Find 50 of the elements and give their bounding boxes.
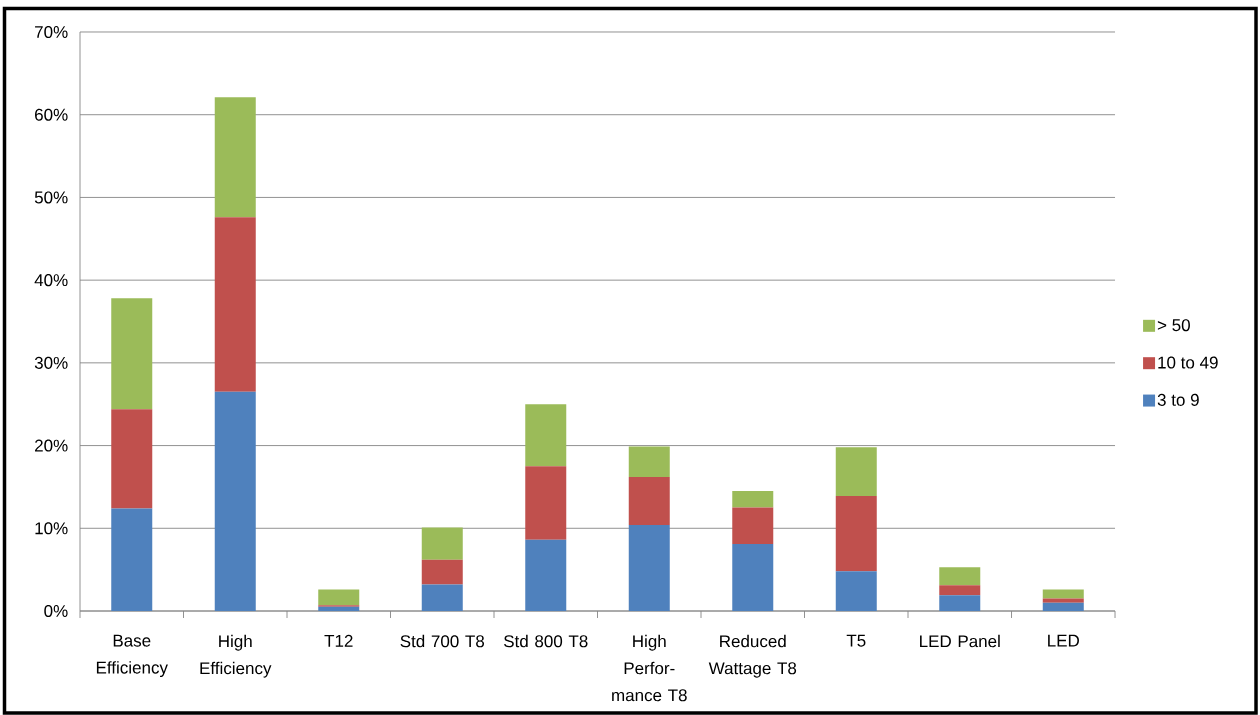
bar: [214, 217, 256, 392]
y-tick-label: 70%: [35, 25, 68, 39]
x-tick-label: T12: [324, 634, 353, 647]
bar: [111, 409, 153, 509]
bar: [835, 496, 877, 572]
x-tick-label: High Perfor-mance T8: [612, 634, 687, 702]
y-tick-label: 10%: [35, 522, 68, 535]
y-tick-label: 0%: [44, 604, 68, 618]
bar: [318, 606, 360, 611]
bar: [214, 97, 256, 218]
bar: [732, 491, 774, 508]
legend-label: 10 to 49: [1158, 356, 1218, 369]
bar: [835, 447, 877, 497]
x-tick-label: Std 700 T8: [400, 634, 485, 648]
y-tick-label: 50%: [34, 191, 68, 204]
bar: [835, 571, 877, 611]
x-tick-label: T5: [846, 634, 866, 647]
bar: [318, 589, 360, 606]
y-tick-label: 40%: [34, 274, 68, 287]
bar: [939, 585, 981, 596]
bar: [1042, 602, 1084, 611]
y-tick-label: 60%: [35, 108, 68, 121]
bar: [525, 404, 567, 467]
bar: [628, 446, 670, 477]
bar: [111, 298, 153, 410]
legend-label: > 50: [1157, 319, 1190, 332]
bar: [421, 584, 463, 611]
bar: [732, 507, 774, 544]
y-tick-label: 20%: [35, 439, 68, 452]
bar: [1042, 598, 1084, 603]
y-tick-label: 30%: [34, 356, 68, 369]
bar: [421, 527, 463, 560]
bar: [628, 524, 670, 611]
bar: [111, 508, 153, 611]
x-tick-label: Base Efficiency: [96, 634, 168, 678]
x-tick-label: LED Panel: [920, 634, 1000, 648]
bar: [732, 544, 774, 611]
bar: [628, 477, 670, 525]
bar: [939, 595, 981, 611]
x-tick-label: High Efficiency: [200, 634, 272, 678]
x-tick-label: Std 800 T8: [504, 634, 588, 648]
bar: [939, 567, 981, 586]
bar: [525, 539, 567, 611]
x-tick-label: Reduced Wattage T8: [708, 634, 797, 678]
bar: [525, 466, 567, 540]
x-tick-label: LED: [1048, 634, 1079, 647]
legend-label: 3 to 9: [1157, 393, 1199, 406]
bar: [1042, 589, 1084, 599]
bar: [421, 559, 463, 585]
bar: [214, 391, 256, 611]
